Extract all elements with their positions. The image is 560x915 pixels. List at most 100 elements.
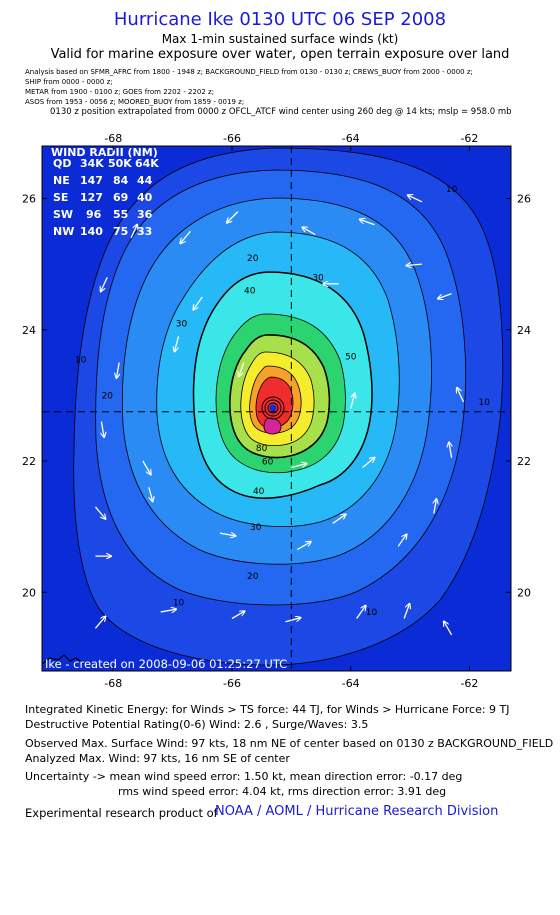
wind-radii-cell: 40 [137, 191, 153, 204]
wind-radii-cell: 147 [80, 174, 103, 187]
x-tick-label-top: -66 [223, 132, 241, 145]
wind-vector-arrow [457, 388, 465, 403]
x-tick-label-top: -62 [460, 132, 478, 145]
wind-vector-arrow [94, 616, 105, 629]
wind-vector-arrow [408, 195, 423, 203]
wind-vector-arrow [101, 276, 108, 291]
wind-vector-arrow [175, 336, 180, 351]
wind-vector-arrow [444, 621, 453, 636]
wind-vector-layer [94, 195, 465, 636]
contour-label: 30 [250, 523, 262, 533]
wind-vector-arrow [285, 618, 300, 623]
wind-radii-cell: 84 [113, 174, 129, 187]
wind-vector-arrow [406, 264, 423, 265]
contour-label: 20 [247, 254, 259, 264]
eye [269, 404, 277, 412]
wind-vector-arrow [403, 604, 409, 619]
wind-vector-arrow [142, 460, 151, 474]
plot-frame [41, 145, 512, 672]
y-tick-label-right: 20 [517, 586, 531, 599]
credit-label: Ike - created on 2008-09-06 01:25:27 UTC [45, 657, 287, 671]
y-tick-label-right: 24 [517, 324, 531, 337]
hrd-link[interactable]: NOAA / AOML / Hurricane Research Divisio… [215, 804, 499, 819]
wind-radii-cell: 44 [137, 174, 153, 187]
contour-label: 20 [102, 392, 114, 402]
uncertainty-line: Uncertainty -> mean wind speed error: 1.… [25, 770, 463, 783]
wind-vector-arrow [239, 362, 245, 377]
y-tick-label-right: 22 [517, 455, 531, 468]
x-tick-label-bottom: -62 [460, 677, 478, 690]
contour-label: 40 [244, 287, 256, 297]
contour-label-layer: 10 20 30 40 30 10 50 20 10 80 60 40 30 20 10 10 [75, 185, 490, 618]
coastline [42, 654, 85, 665]
wind-radii-cell: 55 [113, 208, 128, 221]
eye-ring [261, 396, 285, 420]
wind-vector-arrow [116, 362, 119, 378]
y-tick-label-left: 22 [22, 455, 36, 468]
x-tick-label-top: -64 [342, 132, 360, 145]
valid-note: Valid for marine exposure over water, op… [50, 47, 510, 62]
wind-radii-cell: 127 [80, 191, 103, 204]
rms-error-line: rms wind speed error: 4.04 kt, rms direc… [118, 785, 447, 798]
wind-radii-row-ne: NE [53, 174, 70, 187]
wind-radii-row-se: SE [53, 191, 68, 204]
center-crosshair [42, 146, 511, 671]
contour-label: 30 [176, 319, 188, 329]
contour-label: 60 [262, 457, 274, 467]
contour-label: 40 [253, 487, 265, 497]
contour-95kt [263, 417, 282, 435]
position-note: 0130 z position extrapolated from 0000 z… [50, 107, 512, 117]
wind-vector-arrow [180, 230, 191, 243]
wind-radii-cell: 75 [113, 225, 128, 238]
wind-radii-cell: 140 [80, 225, 103, 238]
footer-label: Experimental research product of [25, 806, 218, 820]
ike-line: Integrated Kinetic Energy: for Winds > T… [25, 703, 510, 716]
page-title: Hurricane Ike 0130 UTC 06 SEP 2008 [113, 9, 447, 30]
wind-vector-arrow [296, 542, 310, 551]
wind-radii-header-34k: 34K [80, 157, 104, 170]
page-subtitle: Max 1-min sustained surface winds (kt) [161, 32, 399, 46]
contour-label: 10 [479, 398, 491, 408]
contour-label: 10 [75, 356, 87, 366]
wind-contour-layer [73, 147, 504, 666]
x-tick-label-top: -68 [104, 132, 122, 145]
wind-vector-arrow [193, 296, 203, 310]
wind-vector-arrow [449, 442, 452, 458]
wind-radii-row-sw: SW [53, 208, 73, 221]
wind-radii-cell: 33 [137, 225, 152, 238]
wind-vector-arrow [350, 393, 355, 409]
wind-vector-arrow [148, 487, 153, 501]
x-tick-label-bottom: -68 [104, 677, 122, 690]
wind-vector-arrow [360, 219, 375, 226]
contour-label: 30 [312, 274, 324, 284]
y-tick-label-left: 24 [22, 324, 36, 337]
wind-vector-arrow [231, 611, 245, 620]
y-tick-label-left: 26 [22, 193, 36, 206]
y-tick-label-left: 20 [22, 586, 36, 599]
contour-label: 50 [345, 352, 357, 362]
wind-vector-arrow [227, 211, 239, 223]
wind-vector-arrow [302, 227, 316, 236]
wind-vector-arrow [434, 499, 437, 514]
wind-vector-arrow [160, 609, 176, 612]
contour-label: 10 [446, 185, 458, 195]
analysis-meta-line: METAR from 1900 - 0100 z; GOES from 2202… [25, 88, 215, 96]
wind-radii-cell: 69 [113, 191, 128, 204]
wind-radii-cell: 36 [137, 208, 153, 221]
x-tick-label-bottom: -64 [342, 677, 360, 690]
observed-max-line: Observed Max. Surface Wind: 97 kts, 18 n… [25, 737, 554, 750]
destructive-potential-line: Destructive Potential Rating(0-6) Wind: … [25, 718, 369, 731]
wind-vector-arrow [219, 533, 235, 536]
analyzed-max-line: Analyzed Max. Wind: 97 kts, 16 nm SE of … [25, 752, 290, 765]
wind-vector-arrow [356, 606, 366, 619]
wind-vector-arrow [332, 514, 346, 524]
wind-vector-arrow [362, 458, 375, 469]
analysis-meta-line: SHIP from 0000 - 0000 z; [25, 78, 113, 86]
wind-vector-arrow [94, 506, 105, 519]
axis-ticks: -68 -68 -66 -66 -64 -64 -62 -62 20 20 22 22 24 24 26 26 [22, 132, 531, 690]
wind-vector-arrow [438, 293, 452, 299]
wind-radii-header-64k: 64K [135, 157, 159, 170]
wind-vector-arrow [130, 225, 137, 239]
wind-radii-title: WIND RADII (NM) [51, 146, 158, 159]
analysis-meta-line: ASOS from 1953 - 0056 z; MOORED_BUOY fro… [25, 98, 245, 106]
